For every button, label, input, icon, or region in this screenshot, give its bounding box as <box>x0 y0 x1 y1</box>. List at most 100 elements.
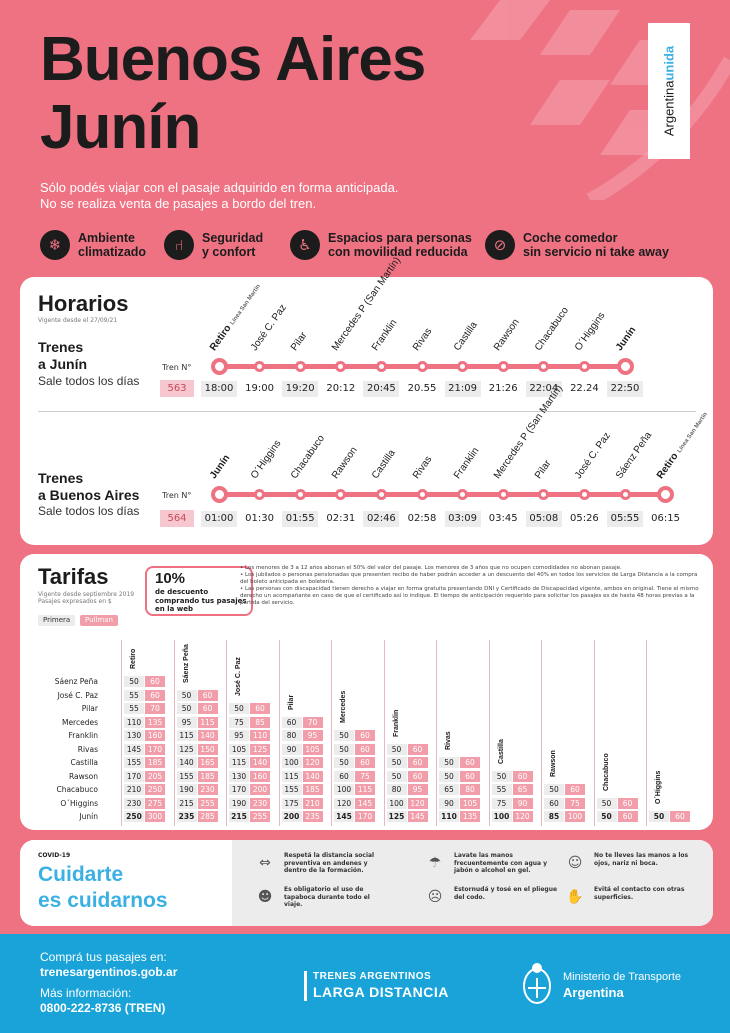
station-label: Rivas <box>410 326 435 353</box>
feature-accessibility: ♿ Espacios para personas con movilidad r… <box>290 230 472 260</box>
brand-word-argentina: Argentina <box>661 80 677 137</box>
station-dot <box>254 360 266 372</box>
fare-pullman: 140 <box>197 730 218 741</box>
fare-pullman: 60 <box>617 811 638 822</box>
fare-primera: 85 <box>544 811 564 822</box>
fare-primera: 50 <box>596 797 617 809</box>
fare-pullman: 210 <box>302 797 323 809</box>
feature-label: Coche comedor sin servicio ni take away <box>523 231 669 259</box>
fare-pullman: 60 <box>355 730 375 741</box>
fare-primera: 190 <box>229 797 249 809</box>
fare-pullman: 255 <box>197 797 218 809</box>
footer-ministry-line2: Argentina <box>563 985 624 1000</box>
station-dot <box>416 488 428 500</box>
departure-time: 05:26 <box>569 513 599 524</box>
fare-primera: 60 <box>334 770 354 782</box>
notice-line: Sólo podés viajar con el pasaje adquirid… <box>40 180 399 195</box>
distance-icon: ⇔ <box>259 855 271 871</box>
station-label: RetiroLínea San Martín <box>654 411 709 481</box>
fare-pullman: 160 <box>145 730 165 741</box>
horarios-title: Horarios <box>38 291 129 316</box>
fare-primera: 50 <box>544 784 564 795</box>
face-icon: ☺ <box>567 855 583 871</box>
purchase-notice: Sólo podés viajar con el pasaje adquirid… <box>40 180 398 212</box>
fare-primera: 110 <box>439 811 459 822</box>
promo-text: de descuento comprando tus pasajes en la… <box>155 588 247 613</box>
tarifas-vigencia: Vigente desde septiembre 2019 <box>38 591 135 598</box>
fare-primera: 55 <box>491 784 512 795</box>
station-dot <box>457 360 469 372</box>
station-dot <box>578 360 590 372</box>
fare-primera: 80 <box>386 784 407 795</box>
horarios-vigencia: Vigente desde el 27/09/21 <box>38 317 118 324</box>
fare-column-header: O´Higgins <box>655 770 662 804</box>
fare-primera: 110 <box>124 716 144 728</box>
tip-surface: ✋ Evitá el contacto con otras superficie… <box>564 886 704 908</box>
fare-primera: 50 <box>176 703 197 714</box>
tip-handwash: ☂ Lavate las manos frecuentemente con ag… <box>424 852 559 875</box>
fare-column-divider <box>383 640 385 826</box>
covid-left: COVID-19 Cuidarte es cuidarnos <box>20 840 232 926</box>
fare-pullman: 255 <box>250 811 270 822</box>
fare-column-header: José C. Paz <box>235 657 242 696</box>
fare-pullman: 60 <box>512 770 533 782</box>
fare-primera: 55 <box>124 703 144 714</box>
station-sublabel: Línea San Martín <box>676 411 709 455</box>
station-label: Franklin <box>451 445 482 481</box>
fare-primera: 50 <box>176 689 197 701</box>
departure-time: 02:58 <box>407 513 437 524</box>
station-dot <box>619 488 631 500</box>
station-dot <box>657 485 675 503</box>
fare-primera: 155 <box>281 784 302 795</box>
station-sublabel: Línea San Martín <box>229 283 263 327</box>
fare-primera: 50 <box>334 730 354 741</box>
fare-row-label: Rawson <box>68 771 98 781</box>
fare-primera: 145 <box>124 743 144 755</box>
features-row: ❄ Ambiente climatizado ⑁ Seguridad y con… <box>40 230 700 264</box>
departure-time: 01:30 <box>245 513 274 524</box>
feature-label: Seguridad y confort <box>202 231 264 259</box>
route2-tren-label: Tren N° <box>162 491 192 500</box>
footer-phone[interactable]: 0800-222-8736 (TREN) <box>40 1001 166 1015</box>
fare-column-header: Mercedes <box>340 690 347 723</box>
departure-time: 05:55 <box>607 511 643 527</box>
departure-time: 05:08 <box>525 511 562 527</box>
fare-primera: 130 <box>229 770 249 782</box>
departure-time: 03:09 <box>444 511 481 527</box>
departure-time: 01:00 <box>201 511 237 527</box>
departure-time: 22.24 <box>570 383 599 394</box>
footer-buy-label: Comprá tus pasajes en: <box>40 950 167 964</box>
fare-primera: 215 <box>176 797 197 809</box>
fare-pullman: 60 <box>145 676 165 687</box>
fare-pullman: 125 <box>250 743 270 755</box>
station-dot <box>254 488 266 500</box>
station-label: Junín <box>207 452 233 481</box>
fare-primera: 50 <box>386 757 407 768</box>
covid-title: Cuidarte es cuidarnos <box>38 862 168 914</box>
no-food-icon: ⊘ <box>485 230 515 260</box>
fare-primera: 90 <box>281 743 302 755</box>
fare-pullman: 60 <box>617 797 638 809</box>
fare-pullman: 90 <box>512 797 533 809</box>
station-dot <box>375 488 387 500</box>
route2-title-line: a Buenos Aires <box>38 487 140 503</box>
departure-time: 19:20 <box>282 381 319 397</box>
fare-primera: 100 <box>491 811 512 822</box>
fare-pullman: 60 <box>197 703 218 714</box>
fare-pullman: 105 <box>302 743 323 755</box>
fare-primera: 115 <box>229 757 249 768</box>
station-dot <box>210 357 228 375</box>
fare-pullman: 60 <box>355 757 375 768</box>
fare-row-label: Franklin <box>68 731 98 740</box>
fare-primera: 130 <box>124 730 144 741</box>
departure-time: 20.55 <box>407 383 437 394</box>
footer-buy-link[interactable]: trenesargentinos.gob.ar <box>40 965 178 979</box>
fare-notes: • Los menores de 3 a 12 años abonan el 5… <box>240 565 700 607</box>
station-dot <box>497 360 509 372</box>
tip-text: No te lleves las manos a los ojos, nariz… <box>594 852 689 867</box>
route1-title: Trenes a Junín <box>38 339 87 373</box>
handwash-icon: ☂ <box>428 855 442 871</box>
fare-primera: 50 <box>229 703 249 714</box>
web-discount-promo: 10% de descuento comprando tus pasajes e… <box>145 566 253 616</box>
fare-pullman: 60 <box>197 689 218 701</box>
